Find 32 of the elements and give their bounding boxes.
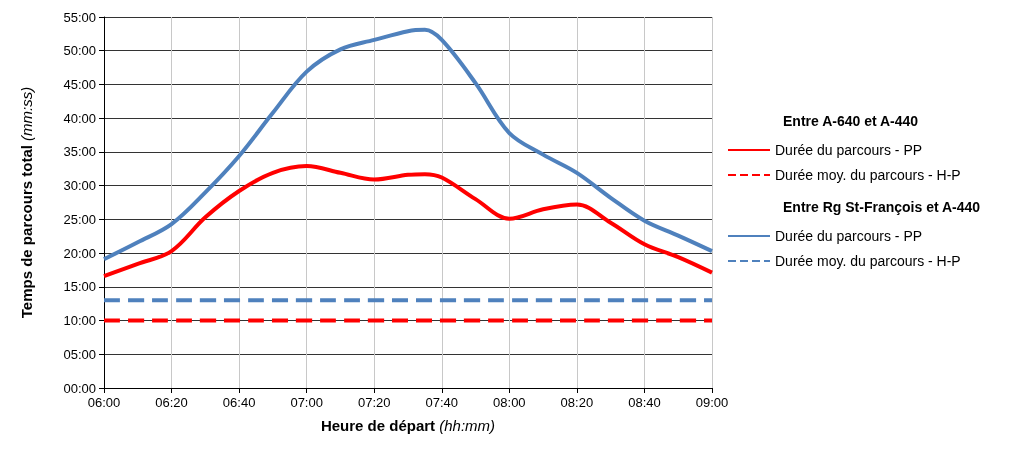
y-tick-label: 10:00 — [63, 313, 96, 329]
x-tick-label: 08:20 — [560, 395, 594, 410]
text: Entre A-640 et A-440 — [783, 113, 919, 129]
y-tick-label: 40:00 — [63, 110, 96, 126]
y-tick-label: 25:00 — [63, 211, 96, 227]
y-tick-label: 30:00 — [63, 178, 96, 194]
x-axis-title: Heure de départ (hh:mm) — [320, 417, 496, 434]
x-tick-label: 06:20 — [155, 395, 188, 410]
x-tick-label: 06:40 — [222, 395, 256, 410]
legend-label: Durée moy. du parcours - H-P — [775, 167, 961, 183]
legend-label: Durée du parcours - PP — [775, 142, 923, 158]
line-series — [102, 164, 714, 279]
line-series — [102, 27, 714, 262]
x-tick-label: 09:00 — [695, 395, 729, 410]
y-tick-label: 45:00 — [63, 76, 96, 92]
legend-label: Durée moy. du parcours - H-P — [775, 253, 961, 269]
y-tick-label: 55:00 — [63, 9, 96, 25]
y-axis-title: Temps de parcours total (mm:ss) — [18, 86, 35, 319]
y-tick-label: 15:00 — [63, 279, 96, 295]
y-tick-label: 35:00 — [63, 144, 96, 160]
y-tick-label: 05:00 — [63, 346, 96, 362]
x-tick-label: 07:20 — [357, 395, 391, 410]
x-tick-label: 08:00 — [493, 395, 526, 410]
y-tick-label: 20:00 — [63, 245, 96, 261]
x-tick-label: 08:40 — [628, 395, 661, 410]
y-tick-label: 50:00 — [63, 43, 96, 59]
x-tick-label: 07:00 — [290, 395, 323, 410]
x-tick-label: 06:00 — [87, 395, 121, 410]
legend-label: Durée du parcours - PP — [775, 228, 923, 244]
x-tick-label: 07:40 — [425, 395, 459, 410]
y-tick-label: 00:00 — [63, 380, 96, 396]
text: Entre Rg St-François et A-440 — [783, 199, 981, 215]
